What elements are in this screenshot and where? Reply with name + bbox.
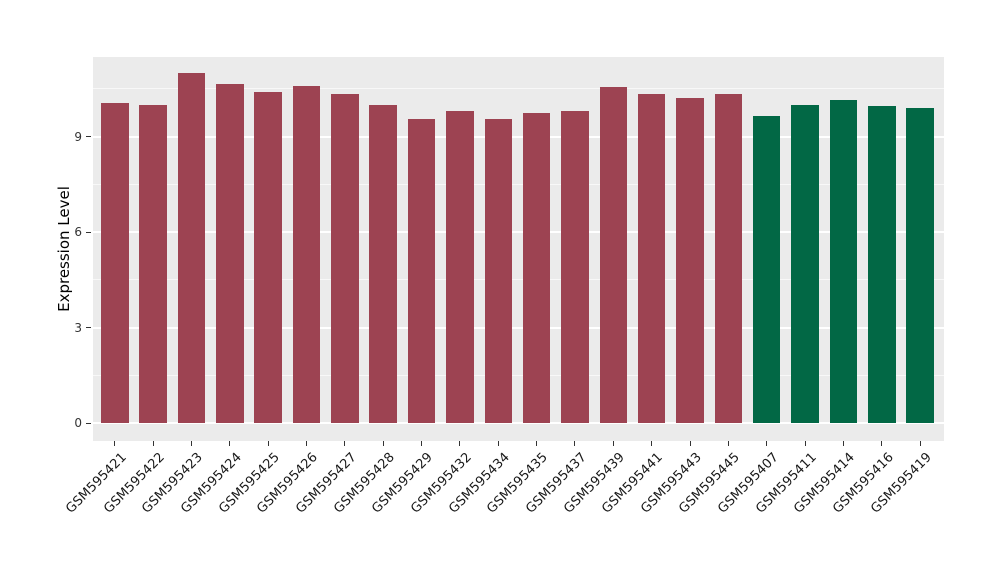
bar-GSM595424: [216, 84, 244, 423]
x-tick-mark: [881, 441, 883, 446]
gridline-major: [93, 231, 944, 234]
bar-GSM595432: [446, 111, 474, 423]
gridline-major: [93, 326, 944, 329]
y-tick-mark: [86, 136, 91, 138]
bar-GSM595427: [331, 93, 359, 423]
bar-GSM595429: [407, 119, 436, 423]
bar-GSM595437: [561, 111, 589, 423]
plot-panel: [93, 57, 944, 441]
bar-GSM595421: [101, 103, 129, 423]
y-axis-title: Expression Level: [55, 186, 73, 312]
y-tick-mark: [86, 327, 91, 328]
x-tick-mark: [612, 441, 614, 446]
y-tick-label: 6: [74, 225, 82, 240]
y-tick-mark: [86, 231, 91, 233]
bar-GSM595416: [868, 106, 896, 423]
y-tick-label: 3: [74, 320, 82, 335]
bar-GSM595407: [752, 115, 781, 423]
x-tick-mark: [459, 441, 461, 446]
x-tick-mark: [267, 441, 269, 446]
gridline-major: [93, 135, 944, 138]
bar-GSM595414: [829, 99, 858, 423]
bar-GSM595434: [484, 119, 512, 423]
bar-GSM595411: [791, 104, 819, 423]
x-tick-mark: [842, 441, 844, 446]
x-tick-mark: [689, 441, 691, 446]
bar-GSM595428: [369, 104, 397, 423]
bar-GSM595425: [254, 91, 282, 423]
x-tick-mark: [382, 441, 384, 446]
x-tick-mark: [766, 441, 768, 446]
gridline-minor: [93, 279, 944, 281]
x-tick-mark: [727, 441, 729, 446]
bar-GSM595439: [599, 87, 628, 423]
bar-GSM595419: [906, 107, 934, 423]
x-tick-mark: [152, 441, 154, 446]
y-tick-label: 9: [74, 129, 82, 144]
y-tick-label: 0: [74, 416, 82, 430]
x-tick-mark: [229, 441, 231, 446]
gridline-major: [93, 422, 944, 424]
x-tick-mark: [344, 441, 346, 446]
x-tick-mark: [114, 441, 116, 446]
x-tick-mark: [574, 441, 576, 446]
bar-GSM595443: [676, 98, 704, 423]
bar-GSM595435: [522, 112, 551, 423]
bar-GSM595422: [139, 104, 167, 423]
gridline-minor: [93, 183, 944, 185]
bar-GSM595445: [714, 93, 743, 423]
x-tick-mark: [497, 441, 499, 446]
y-tick-mark: [86, 422, 91, 424]
x-tick-mark: [651, 441, 653, 446]
bar-GSM595423: [177, 72, 206, 423]
x-tick-mark: [804, 441, 806, 446]
x-tick-mark: [306, 441, 307, 446]
x-tick-mark: [421, 441, 423, 446]
x-tick-mark: [536, 441, 538, 446]
gridline-minor: [93, 374, 944, 376]
x-tick-mark: [190, 441, 192, 446]
gridline-minor: [93, 88, 944, 90]
bar-GSM595426: [292, 85, 321, 423]
x-tick-mark: [919, 441, 921, 446]
bar-GSM595441: [637, 93, 666, 423]
